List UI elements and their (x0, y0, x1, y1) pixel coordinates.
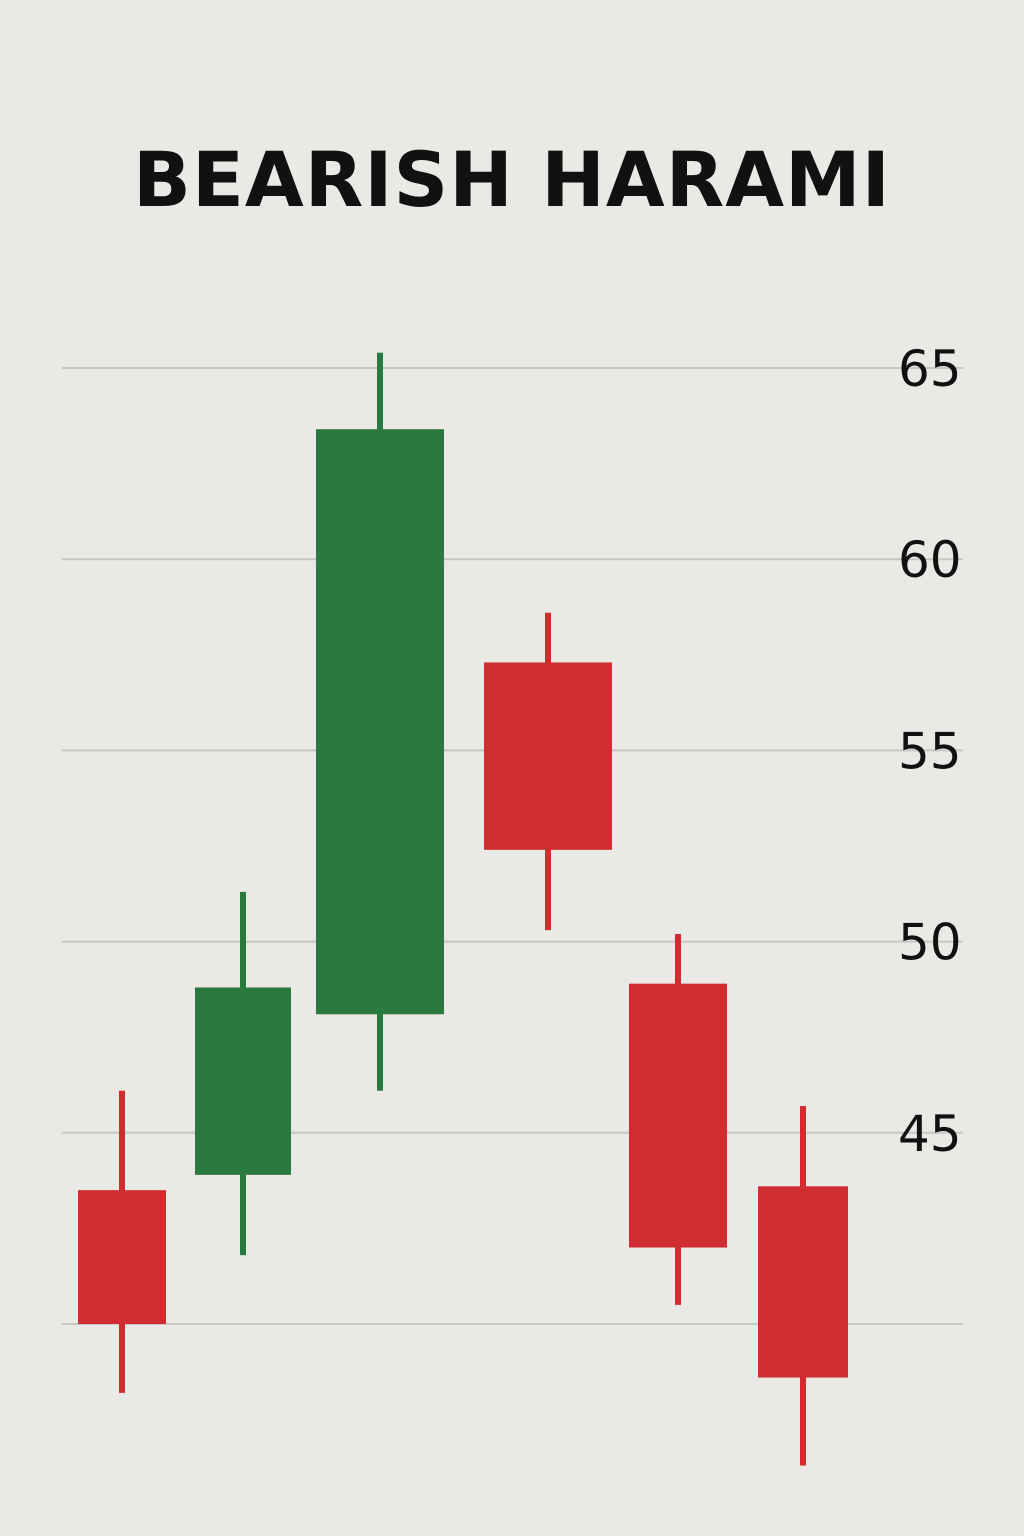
candle-4-body (484, 662, 612, 850)
y-tick-label-65: 65 (898, 340, 962, 398)
y-axis-tick-labels: 45 50 55 60 65 (898, 340, 962, 1163)
candle-1 (78, 1090, 166, 1393)
candle-5 (629, 933, 727, 1305)
y-tick-label-60: 60 (898, 531, 962, 589)
candle-3-body (316, 429, 444, 1015)
candle-2 (195, 891, 291, 1256)
candle-5-body (629, 983, 727, 1248)
candle-6-body (758, 1186, 848, 1378)
candles (78, 352, 848, 1466)
y-tick-label-45: 45 (898, 1105, 962, 1163)
candle-6 (758, 1106, 848, 1466)
chart-title: BEARISH HARAMI (133, 135, 891, 224)
y-tick-label-55: 55 (898, 722, 962, 780)
candle-1-body (78, 1190, 166, 1324)
y-tick-label-50: 50 (898, 914, 962, 972)
candle-3 (316, 352, 444, 1091)
candle-4 (484, 612, 612, 931)
candle-2-body (195, 987, 291, 1175)
